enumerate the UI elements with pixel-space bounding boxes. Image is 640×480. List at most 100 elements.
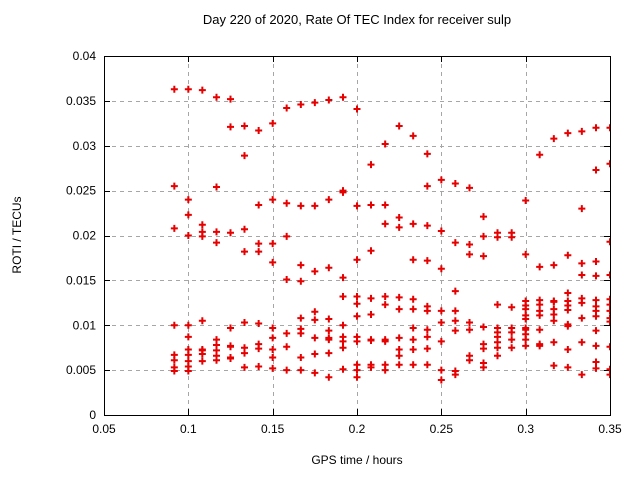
data-point-marker	[592, 358, 600, 366]
data-point-marker	[578, 205, 586, 213]
x-tick-label: 0.15	[261, 422, 285, 436]
data-point-marker	[297, 366, 305, 374]
data-point-marker	[395, 122, 403, 130]
data-point-marker	[437, 366, 445, 374]
data-point-marker	[240, 349, 248, 357]
data-point-marker	[170, 182, 178, 190]
data-point-marker	[367, 161, 375, 169]
data-point-marker	[550, 310, 558, 318]
data-point-marker	[240, 152, 248, 160]
data-point-marker	[269, 364, 277, 372]
data-point-marker	[409, 305, 417, 313]
data-point-marker	[269, 258, 277, 266]
data-point-marker	[311, 308, 319, 316]
data-point-marker	[395, 352, 403, 360]
data-point-marker	[451, 287, 459, 295]
data-point-marker	[283, 366, 291, 374]
data-point-marker	[381, 293, 389, 301]
data-point-marker	[184, 85, 192, 93]
data-point-marker	[213, 239, 221, 247]
data-point-marker	[423, 257, 431, 265]
data-point-marker	[353, 300, 361, 308]
data-point-marker	[213, 93, 221, 101]
data-point-marker	[339, 365, 347, 373]
axis-label-layer: 0.05 0.1 0.15 0.2 0.25 0.3 0.35 0 0.005 0.01 0.015…	[66, 49, 622, 436]
y-tick-label: 0.025	[66, 184, 96, 198]
data-point-marker	[480, 323, 487, 331]
data-point-marker	[255, 319, 263, 327]
data-point-marker	[325, 264, 333, 272]
data-point-marker	[564, 306, 572, 314]
data-point-marker	[409, 295, 417, 303]
data-point-marker	[367, 310, 375, 318]
data-point-marker	[269, 324, 277, 332]
data-point-marker	[311, 316, 319, 324]
data-point-marker	[395, 305, 403, 313]
data-point-marker	[423, 345, 431, 353]
data-point-marker	[283, 104, 291, 112]
data-point-marker	[522, 315, 530, 323]
data-point-marker	[536, 301, 544, 309]
data-point-marker	[297, 354, 305, 362]
data-point-marker	[240, 363, 248, 371]
data-point-marker	[480, 363, 487, 371]
data-point-marker	[564, 251, 572, 259]
data-point-marker	[395, 293, 403, 301]
data-point-marker	[578, 271, 586, 279]
data-point-marker	[367, 363, 375, 371]
data-point-marker	[170, 356, 178, 364]
data-point-marker	[536, 263, 544, 271]
data-point-marker	[508, 233, 516, 241]
data-point-marker	[395, 361, 403, 369]
chart-title: Day 220 of 2020, Rate Of TEC Index for r…	[203, 12, 511, 27]
data-point-marker	[451, 239, 459, 247]
y-tick-label: 0.015	[66, 273, 96, 287]
data-point-marker	[564, 363, 572, 371]
data-point-marker	[367, 201, 375, 209]
data-point-marker	[240, 248, 248, 256]
data-point-marker	[297, 261, 305, 269]
data-point-marker	[255, 201, 263, 209]
data-point-marker	[564, 129, 572, 137]
data-point-marker	[578, 314, 586, 322]
data-point-marker	[311, 99, 319, 107]
data-point-marker	[466, 184, 474, 192]
x-tick-label: 0.25	[430, 422, 454, 436]
y-tick-label: 0.02	[73, 229, 97, 243]
data-point-marker	[423, 333, 431, 341]
data-point-marker	[578, 371, 586, 379]
data-point-marker	[493, 352, 501, 360]
data-point-marker	[367, 294, 375, 302]
data-point-marker	[423, 326, 431, 334]
x-axis-label: GPS time / hours	[311, 453, 402, 467]
data-point-marker	[198, 86, 206, 94]
data-point-marker	[451, 179, 459, 187]
data-point-marker	[522, 250, 530, 258]
data-point-marker	[198, 232, 206, 240]
data-point-marker	[184, 321, 192, 329]
data-point-marker	[227, 229, 234, 237]
data-point-marker	[198, 317, 206, 325]
data-point-marker	[522, 342, 530, 350]
data-point-marker	[297, 202, 305, 210]
data-point-marker	[170, 321, 178, 329]
data-point-marker	[493, 301, 501, 309]
data-point-marker	[466, 240, 474, 248]
data-point-marker	[240, 319, 248, 327]
data-point-marker	[451, 317, 459, 325]
data-point-marker	[325, 373, 333, 381]
data-point-marker	[339, 93, 347, 101]
data-point-marker	[170, 367, 178, 375]
data-point-marker	[198, 350, 206, 358]
data-point-marker	[353, 256, 361, 264]
data-point-marker	[227, 354, 234, 362]
data-point-marker	[255, 240, 263, 248]
data-point-marker	[184, 367, 192, 375]
x-tick-label: 0.2	[349, 422, 366, 436]
data-point-marker	[170, 224, 178, 232]
data-point-marker	[367, 247, 375, 255]
data-point-marker	[493, 344, 501, 352]
data-point-marker	[578, 299, 586, 307]
data-point-marker	[311, 369, 319, 377]
